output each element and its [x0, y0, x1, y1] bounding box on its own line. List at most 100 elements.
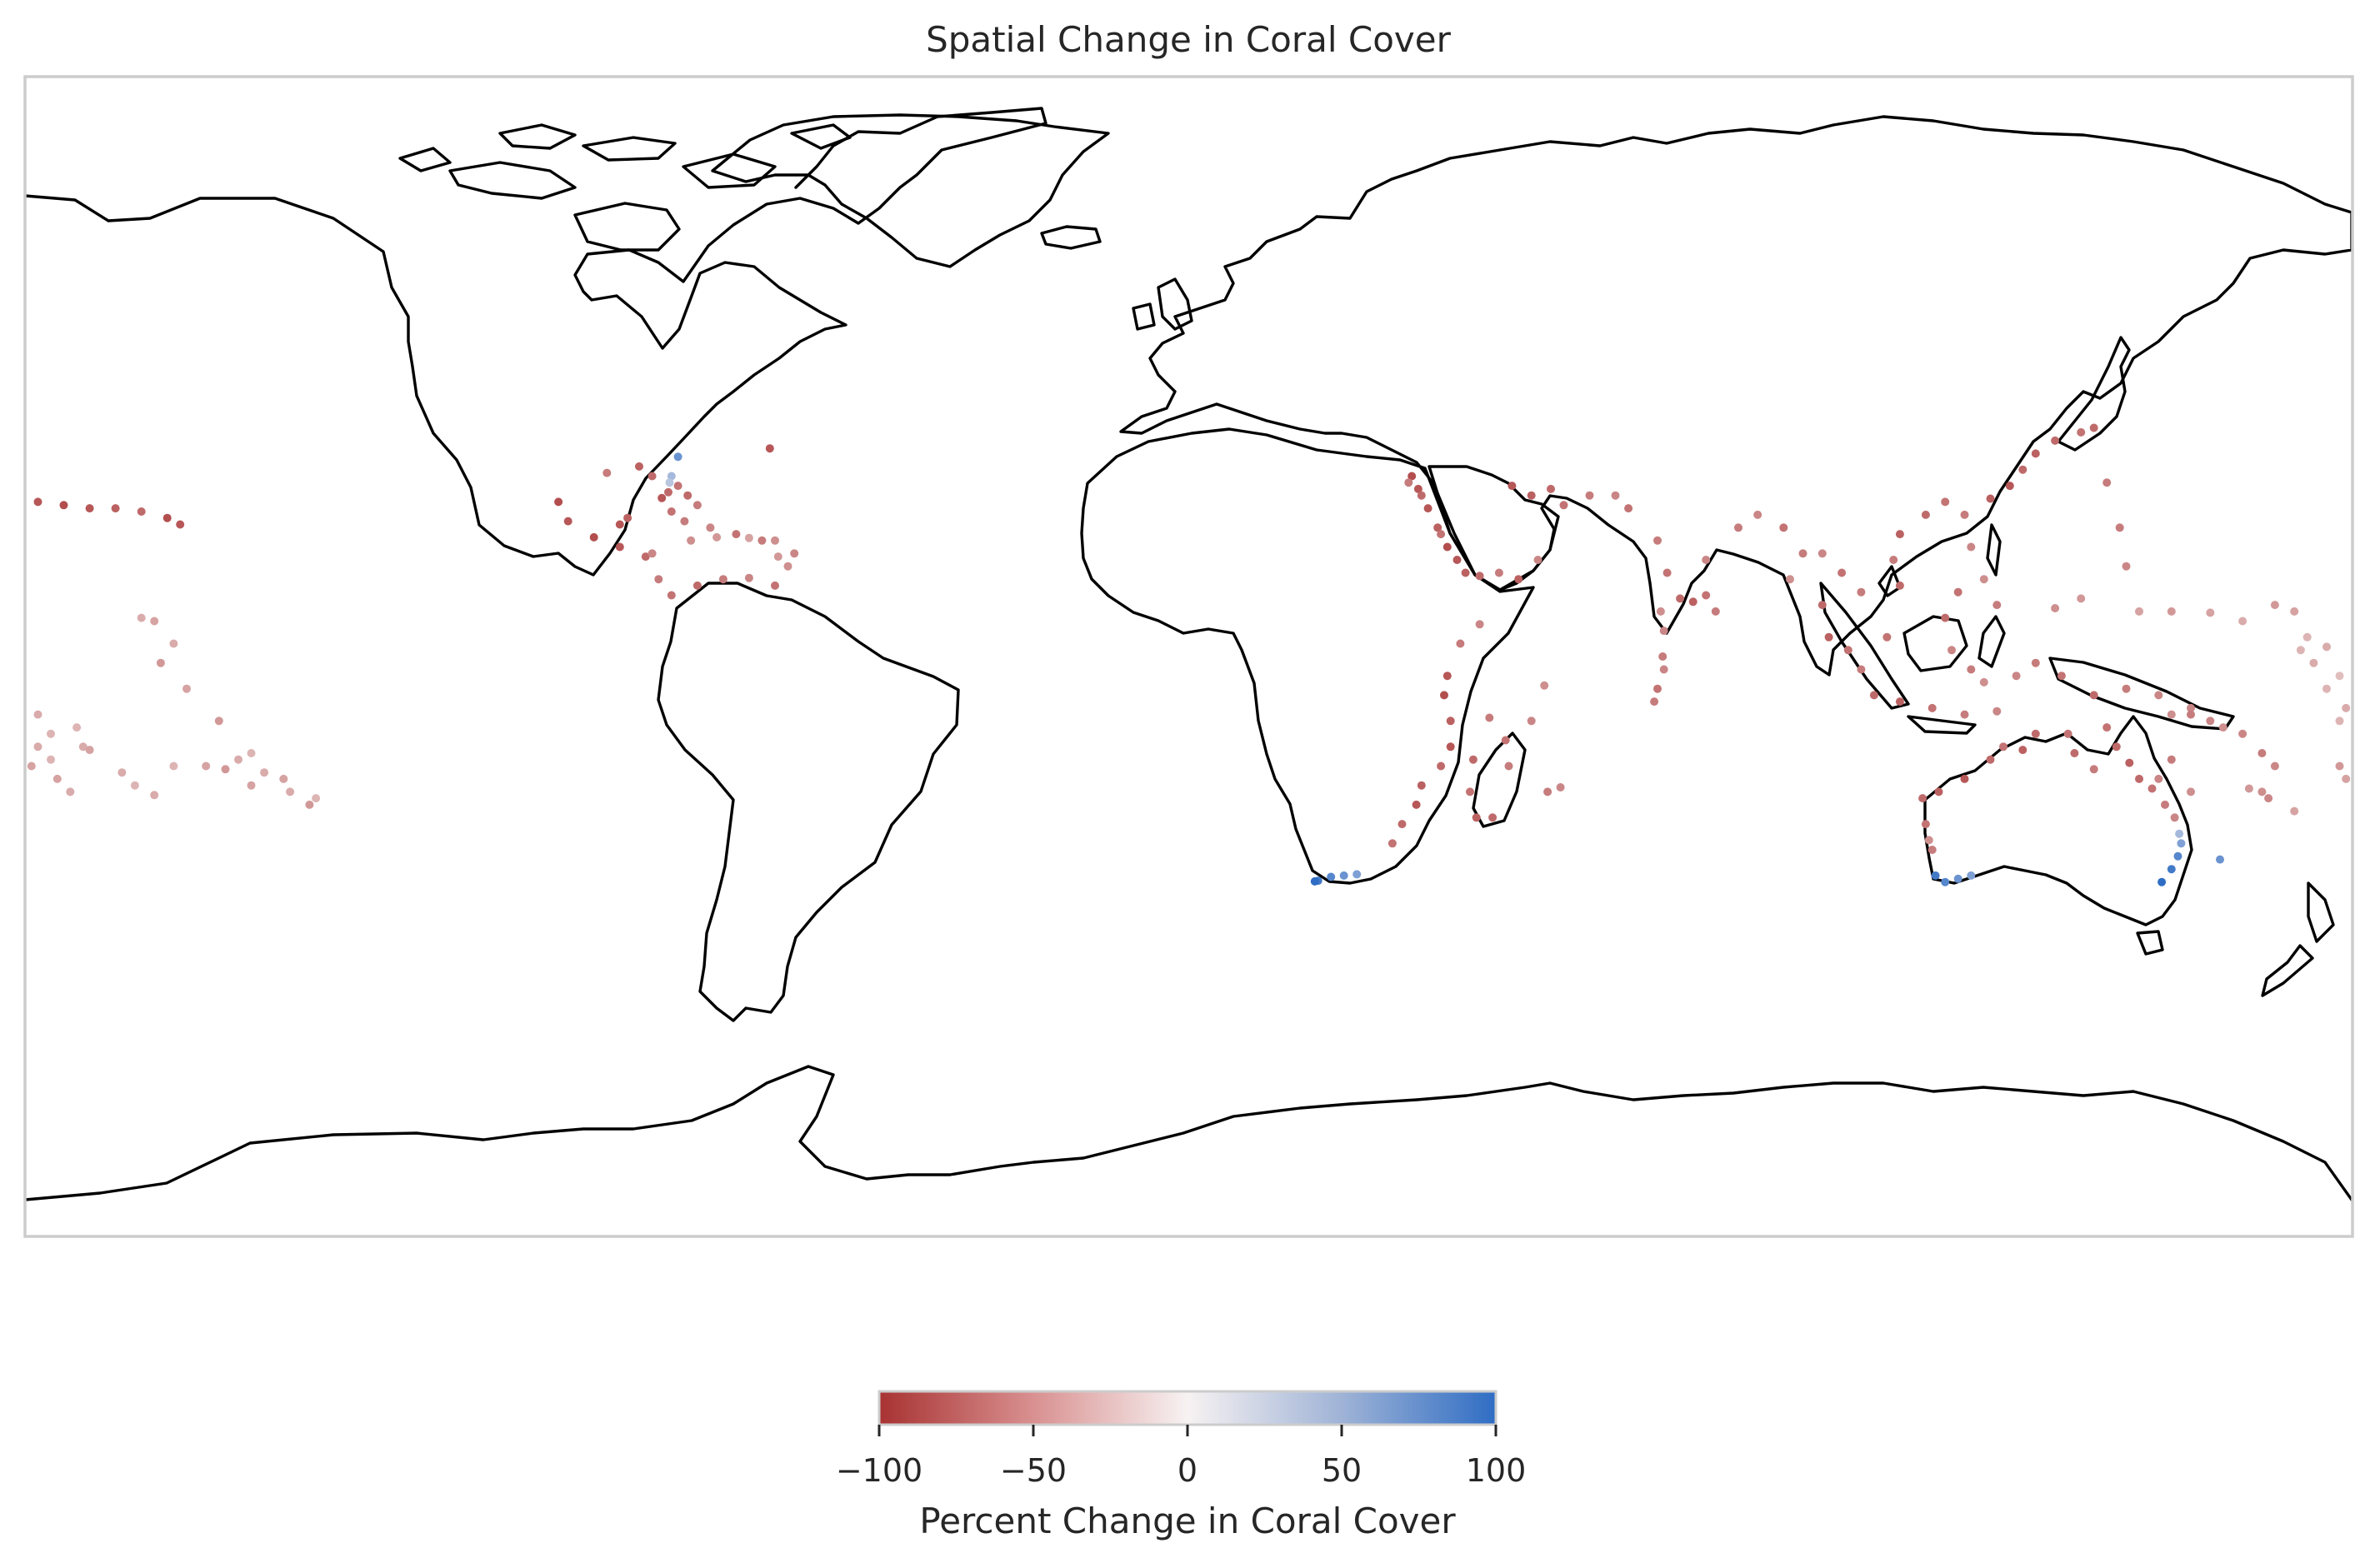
coral-point	[744, 573, 753, 582]
coral-point	[2270, 601, 2279, 610]
coral-point	[59, 501, 68, 510]
coral-point	[1960, 774, 1969, 783]
coral-point	[1818, 549, 1827, 558]
coral-point	[641, 552, 650, 562]
coral-point	[1352, 870, 1362, 879]
coral-point	[712, 532, 722, 542]
coral-point	[1559, 501, 1568, 510]
coral-point	[1446, 717, 1455, 726]
coral-point	[162, 513, 172, 522]
coral-point	[2296, 646, 2305, 655]
coral-point	[1398, 820, 1407, 829]
coral-point	[744, 533, 753, 542]
coral-point	[176, 520, 185, 529]
coral-point	[771, 536, 779, 545]
cluster-australia	[1918, 723, 2186, 886]
coral-point	[2206, 608, 2215, 617]
coral-point	[1472, 813, 1481, 822]
coral-point	[1533, 556, 1542, 564]
coral-point	[1417, 781, 1426, 790]
coral-point	[137, 613, 146, 622]
coral-point	[2167, 710, 2176, 719]
coral-points	[27, 423, 2351, 886]
coral-point	[202, 762, 211, 771]
coral-point	[667, 507, 676, 516]
coral-point	[2125, 758, 2134, 767]
coral-point	[2187, 787, 2195, 796]
colorbar-label: Percent Change in Coral Cover	[919, 1501, 1456, 1541]
coral-point	[1924, 836, 1933, 845]
coral-point	[2309, 658, 2318, 667]
cluster-maldives-chagos	[1650, 607, 1668, 707]
coral-point	[2173, 851, 2182, 861]
coral-point	[2148, 784, 2157, 793]
coral-point	[1659, 665, 1668, 674]
coral-point	[2158, 877, 2167, 886]
coral-point	[1404, 478, 1413, 487]
coral-point	[1423, 504, 1432, 513]
coral-point	[2051, 436, 2060, 445]
coastline-australia	[1923, 715, 2193, 926]
coral-point	[1967, 542, 1976, 552]
coral-point	[1895, 530, 1904, 539]
cluster-central-pacific	[2296, 632, 2351, 726]
colorbar: −100 −50 0 50 100 Percent Change in Cora…	[836, 1390, 1527, 1541]
coral-point	[1941, 497, 1950, 507]
coral-point	[1514, 575, 1523, 584]
coral-point	[1412, 800, 1421, 809]
coral-point	[260, 768, 269, 777]
coastline-arctic-islands	[398, 123, 852, 252]
coral-point	[2302, 632, 2312, 642]
coral-point	[1960, 710, 1969, 719]
cluster-gulf-of-mexico	[554, 462, 657, 552]
coral-point	[1702, 591, 1711, 600]
coral-point	[2031, 729, 2040, 738]
cluster-india-sri-lanka	[1653, 510, 1794, 616]
coral-point	[554, 497, 563, 507]
cluster-bermuda	[765, 444, 774, 453]
coral-point	[1452, 556, 1462, 564]
coral-point	[1468, 755, 1478, 764]
coral-point	[78, 742, 88, 752]
coral-point	[169, 639, 178, 648]
coral-point	[2018, 746, 2028, 755]
coral-point	[1857, 587, 1866, 597]
coral-point	[1928, 846, 1937, 854]
coral-point	[665, 478, 674, 487]
coral-point	[286, 787, 295, 796]
coral-point	[1928, 703, 1937, 712]
colorbar-tick-3: 50	[1322, 1452, 1362, 1489]
coral-point	[1494, 568, 1503, 577]
coral-point	[150, 791, 159, 800]
coral-point	[1650, 697, 1659, 707]
coral-point	[692, 501, 702, 510]
coral-point	[1786, 575, 1794, 584]
coral-point	[1934, 787, 1943, 796]
coral-point	[221, 765, 230, 774]
coral-point	[2335, 672, 2344, 681]
colorbar-tick-1: −50	[1000, 1452, 1067, 1489]
coral-point	[1798, 549, 1808, 558]
map-area	[25, 77, 2352, 1236]
coral-point	[1556, 783, 1565, 791]
coastline-greenland	[711, 113, 1110, 268]
coral-point	[683, 491, 692, 500]
coastline-iceland	[1040, 225, 1102, 250]
coral-point	[758, 536, 767, 545]
coral-point	[687, 536, 696, 545]
coral-point	[1948, 646, 1956, 655]
coral-point	[214, 717, 223, 726]
coral-point	[47, 755, 55, 764]
coral-point	[1711, 607, 1720, 616]
coral-point	[1585, 491, 1594, 500]
coral-point	[667, 472, 676, 481]
coral-point	[1967, 665, 1976, 674]
coral-point	[2115, 523, 2124, 532]
colorbar-tick-4: 100	[1466, 1452, 1527, 1489]
coral-point	[2135, 607, 2143, 616]
cluster-southeast-asia	[1798, 497, 2195, 719]
coral-point	[1779, 523, 1788, 532]
coral-point	[2342, 703, 2351, 712]
coral-point	[1818, 601, 1827, 610]
